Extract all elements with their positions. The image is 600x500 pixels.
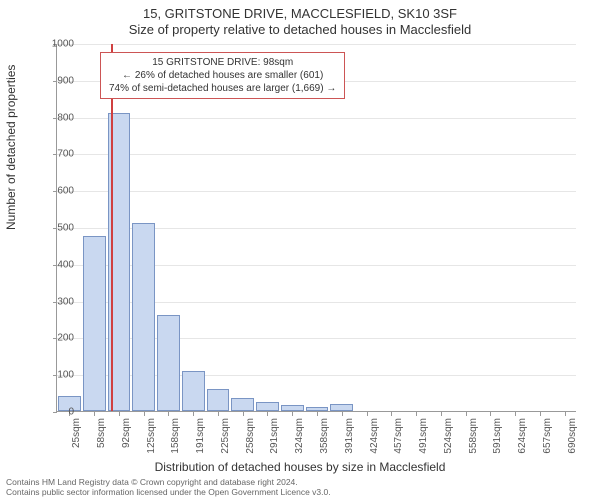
xtick-label: 125sqm [146,418,157,454]
ytick-label: 300 [34,296,74,307]
xtick-label: 591sqm [492,418,503,454]
x-axis-label: Distribution of detached houses by size … [0,460,600,474]
footer-line2: Contains public sector information licen… [6,488,331,498]
highlight-line [111,44,113,411]
annotation-line1: 15 GRITSTONE DRIVE: 98sqm [109,56,336,69]
ytick-label: 600 [34,186,74,197]
histogram-bar [207,389,230,411]
histogram-plot [56,44,576,412]
ytick-label: 700 [34,149,74,160]
xtick-mark [267,412,268,416]
xtick-label: 191sqm [195,418,206,454]
xtick-mark [391,412,392,416]
xtick-label: 291sqm [269,418,280,454]
xtick-label: 657sqm [542,418,553,454]
gridline [57,154,576,155]
xtick-mark [193,412,194,416]
xtick-label: 391sqm [344,418,355,454]
ytick-label: 1000 [34,39,74,50]
xtick-mark [515,412,516,416]
xtick-label: 25sqm [71,418,82,448]
ytick-label: 800 [34,112,74,123]
xtick-label: 92sqm [121,418,132,448]
ytick-label: 500 [34,223,74,234]
xtick-mark [218,412,219,416]
histogram-bar [281,405,304,411]
xtick-mark [243,412,244,416]
xtick-mark [342,412,343,416]
xtick-mark [466,412,467,416]
ytick-label: 900 [34,75,74,86]
footer-attribution: Contains HM Land Registry data © Crown c… [6,478,331,498]
ytick-label: 200 [34,333,74,344]
xtick-label: 524sqm [443,418,454,454]
xtick-mark [490,412,491,416]
xtick-label: 558sqm [468,418,479,454]
gridline [57,118,576,119]
xtick-mark [540,412,541,416]
y-axis-label: Number of detached properties [4,65,18,230]
histogram-bar [157,315,180,411]
xtick-mark [292,412,293,416]
xtick-label: 158sqm [170,418,181,454]
xtick-mark [317,412,318,416]
histogram-bar [256,402,279,411]
xtick-mark [367,412,368,416]
xtick-label: 690sqm [567,418,578,454]
ytick-label: 400 [34,259,74,270]
xtick-mark [168,412,169,416]
histogram-bar [231,398,254,411]
histogram-bar [330,404,353,411]
histogram-bar [306,407,329,411]
xtick-label: 324sqm [294,418,305,454]
title-subtitle: Size of property relative to detached ho… [0,22,600,37]
ytick-label: 0 [34,407,74,418]
annotation-line2: ← 26% of detached houses are smaller (60… [109,69,336,82]
gridline [57,44,576,45]
histogram-bar [182,371,205,411]
gridline [57,191,576,192]
histogram-bar [132,223,155,411]
xtick-label: 58sqm [96,418,107,448]
xtick-label: 457sqm [393,418,404,454]
chart-header: 15, GRITSTONE DRIVE, MACCLESFIELD, SK10 … [0,0,600,37]
xtick-label: 491sqm [418,418,429,454]
xtick-mark [144,412,145,416]
xtick-label: 258sqm [245,418,256,454]
title-address: 15, GRITSTONE DRIVE, MACCLESFIELD, SK10 … [0,6,600,21]
annotation-line3: 74% of semi-detached houses are larger (… [109,82,336,95]
xtick-label: 624sqm [517,418,528,454]
xtick-mark [441,412,442,416]
xtick-label: 358sqm [319,418,330,454]
xtick-mark [565,412,566,416]
xtick-mark [119,412,120,416]
xtick-label: 225sqm [220,418,231,454]
xtick-label: 424sqm [369,418,380,454]
xtick-mark [416,412,417,416]
xtick-mark [94,412,95,416]
ytick-label: 100 [34,370,74,381]
highlight-annotation: 15 GRITSTONE DRIVE: 98sqm ← 26% of detac… [100,52,345,99]
histogram-bar [83,236,106,411]
